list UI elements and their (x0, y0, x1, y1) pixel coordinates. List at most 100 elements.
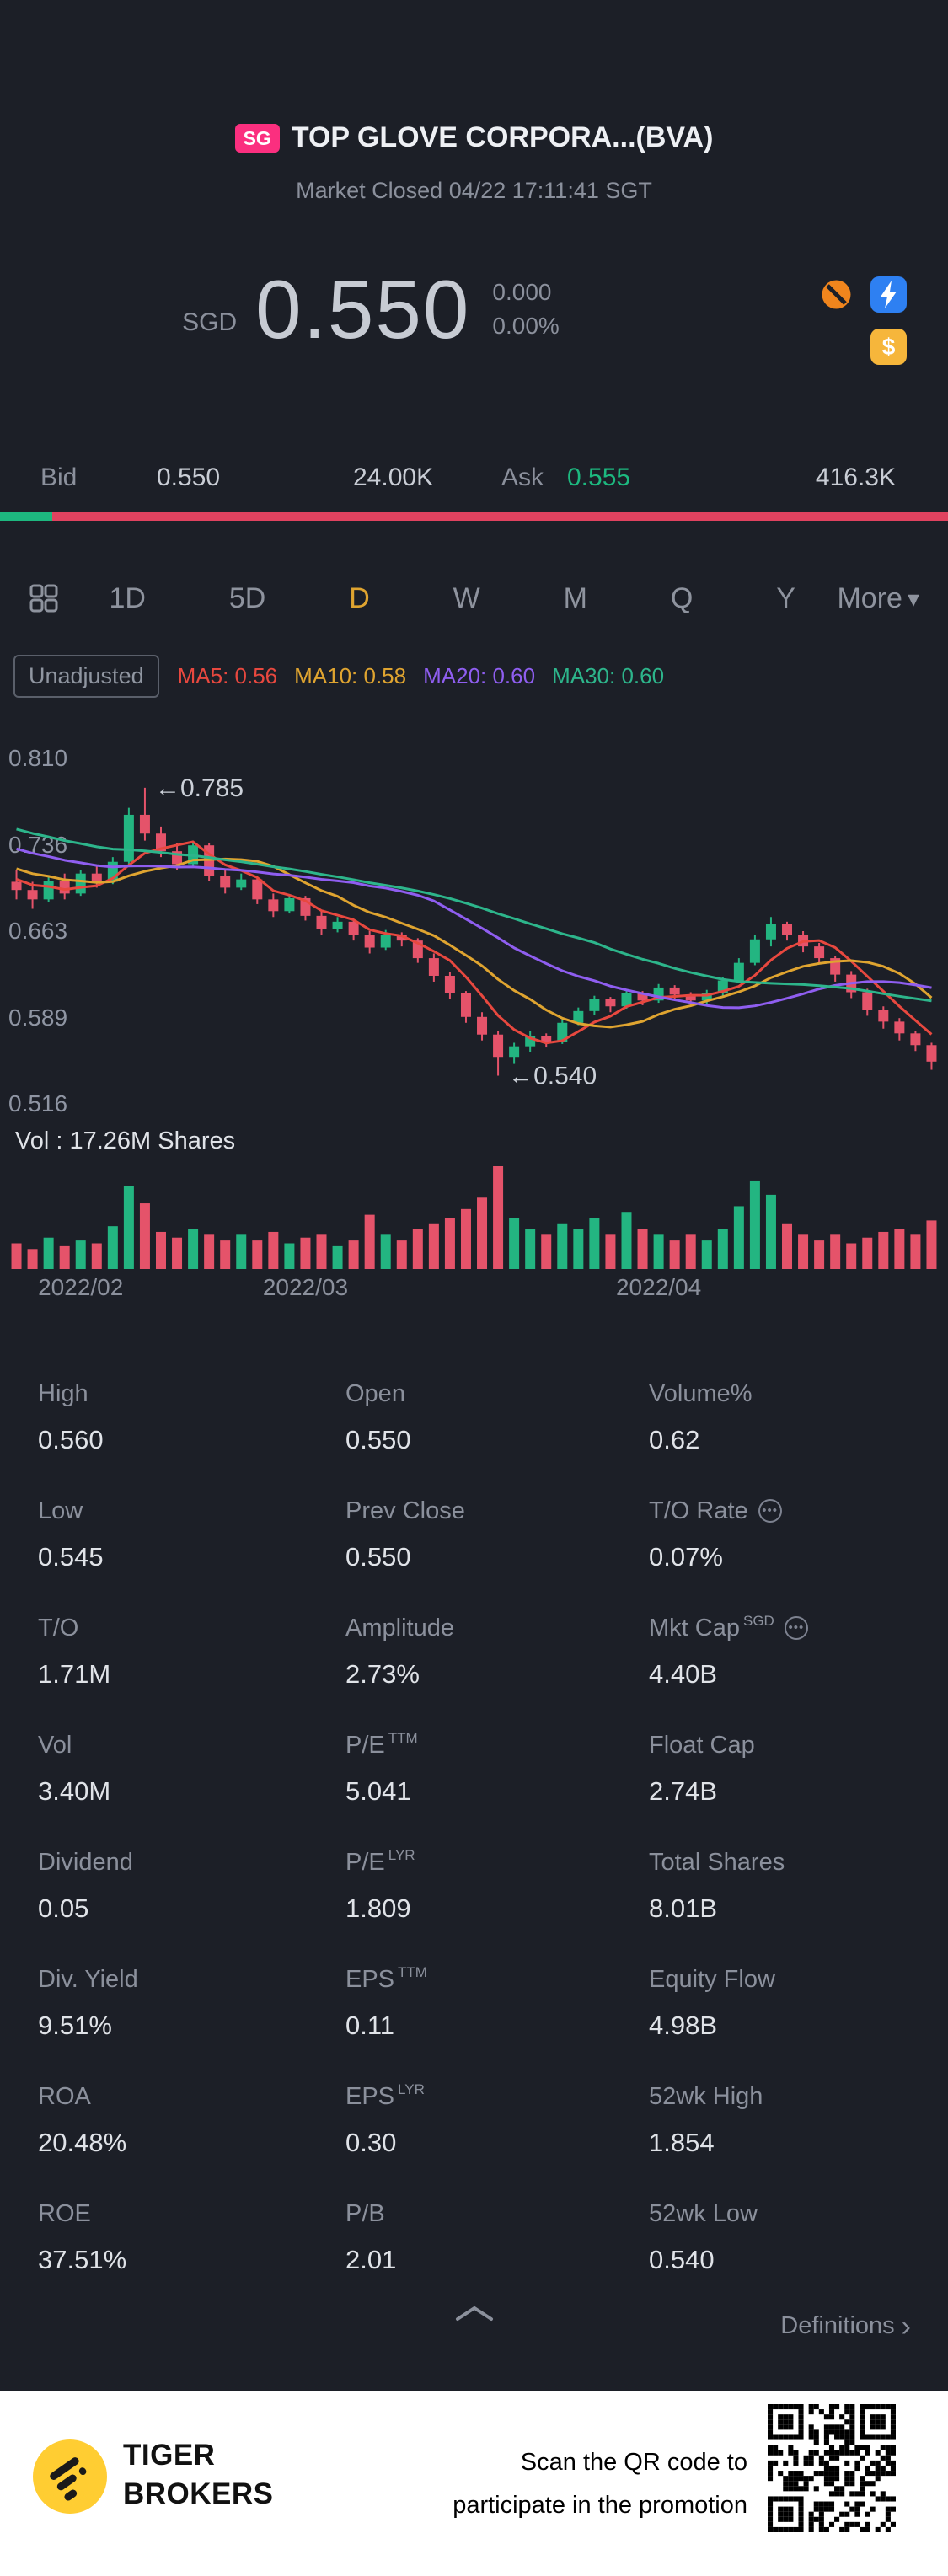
ma-label: MA20: 0.60 (423, 662, 536, 688)
brand-name: TIGER BROKERS (123, 2436, 274, 2514)
ma-legend: MA5: 0.56 MA10: 0.58 MA20: 0.60 MA30: 0.60 (178, 663, 664, 689)
stat-label: ROE (38, 2200, 91, 2227)
stat-value: 4.98B (649, 2011, 718, 2040)
footer: TIGER BROKERS Scan the QR code to partic… (0, 2391, 948, 2576)
volume-label: Vol : 17.26M Shares (15, 1127, 236, 1154)
stat-amplitude: Amplitude 2.73% (308, 1583, 611, 1700)
grid-layout-icon[interactable] (29, 583, 59, 613)
promo-line2: participate in the promotion (453, 2492, 747, 2519)
stat-label: Volume% (649, 1380, 753, 1407)
promo-line1: Scan the QR code to (520, 2449, 747, 2476)
stat-t-o: T/O 1.71M (0, 1583, 308, 1700)
chevron-up-icon[interactable] (453, 2304, 496, 2327)
ask-size: 416.3K (815, 463, 896, 491)
stat-value: 0.07% (649, 1542, 723, 1572)
volume-chart[interactable] (0, 1163, 948, 1269)
more-tab[interactable]: More ▾ (837, 582, 919, 615)
ma-label: MA10: 0.58 (294, 662, 407, 688)
svg-text:0.663: 0.663 (8, 918, 67, 944)
bid-label: Bid (40, 463, 78, 491)
lightning-icon[interactable] (870, 276, 907, 313)
info-ellipsis-icon[interactable]: ••• (784, 1616, 808, 1640)
stat-label: Amplitude (345, 1615, 454, 1641)
stat-value: 37.51% (38, 2245, 127, 2274)
stat-label: EPS TTM (345, 1964, 427, 1993)
stat-p-b: P/B 2.01 (308, 2168, 611, 2285)
tab-5d[interactable]: 5D (228, 581, 266, 614)
stat-value: 2.73% (345, 1659, 420, 1689)
currency-label: SGD (182, 308, 238, 336)
timeframe-tabs: 1D 5D D W M Q Y More ▾ (0, 560, 948, 636)
svg-text:0.589: 0.589 (8, 1004, 67, 1031)
stat-value: 0.30 (345, 2128, 397, 2157)
x-axis: 2022/02 2022/03 2022/04 (0, 1274, 948, 1308)
prohibit-icon[interactable] (818, 276, 854, 313)
stat-label: Float Cap (649, 1732, 755, 1759)
tab-d[interactable]: D (349, 581, 370, 614)
market-badge: SG (234, 123, 280, 153)
svg-text:←0.540: ←0.540 (508, 1063, 597, 1090)
caret-down-icon: ▾ (907, 585, 919, 612)
brand-line1: TIGER (123, 2439, 216, 2472)
info-ellipsis-icon[interactable]: ••• (758, 1499, 782, 1523)
stat-label: T/O Rate ••• (649, 1496, 948, 1526)
stat-value: 0.560 (38, 1425, 104, 1454)
definitions-label: Definitions (780, 2312, 895, 2339)
stat-label: 52wk Low (649, 2200, 758, 2227)
stat-div-yield: Div. Yield 9.51% (0, 1934, 308, 2051)
stat-dividend: Dividend 0.05 (0, 1817, 308, 1934)
stat-float-cap: Float Cap 2.74B (611, 1700, 948, 1817)
stat-52wk-low: 52wk Low 0.540 (611, 2168, 948, 2285)
change-value: 0.000 (492, 279, 552, 305)
tab-1d[interactable]: 1D (109, 581, 146, 614)
ma-label: MA30: 0.60 (552, 662, 665, 688)
stat-equity-flow: Equity Flow 4.98B (611, 1934, 948, 2051)
stat-p-e-ttm: P/E TTM 5.041 (308, 1700, 611, 1817)
stat-label: P/B (345, 2200, 385, 2227)
stat-p-e-lyr: P/E LYR 1.809 (308, 1817, 611, 1934)
tab-w[interactable]: W (453, 581, 480, 614)
stat-eps-lyr: EPS LYR 0.30 (308, 2051, 611, 2168)
stock-title: TOP GLOVE CORPORA...(BVA) (291, 121, 714, 153)
unadjusted-button[interactable]: Unadjusted (13, 654, 159, 698)
stat-vol: Vol 3.40M (0, 1700, 308, 1817)
stat-label: Prev Close (345, 1497, 465, 1524)
ask-ratio-segment (51, 512, 948, 521)
stat-label: Open (345, 1380, 405, 1407)
tab-y[interactable]: Y (776, 581, 795, 614)
stat-volume-: Volume% 0.62 (611, 1348, 948, 1465)
stat-label: Equity Flow (649, 1966, 775, 1993)
stat-value: 0.62 (649, 1425, 700, 1454)
price-change: 0.000 0.00% (492, 276, 559, 343)
header: SG TOP GLOVE CORPORA...(BVA) (0, 121, 948, 154)
stat-t-o-rate: T/O Rate ••• 0.07% (611, 1465, 948, 1583)
bid-size: 24.00K (353, 463, 434, 491)
bid-price[interactable]: 0.550 (157, 463, 221, 491)
stat-label: Low (38, 1497, 83, 1524)
dollar-icon[interactable]: $ (870, 329, 907, 365)
tab-q[interactable]: Q (670, 581, 694, 614)
stat-roa: ROA 20.48% (0, 2051, 308, 2168)
x-axis-label: 2022/02 (38, 1274, 124, 1300)
stat-label: Mkt Cap SGD ••• (649, 1613, 948, 1643)
stat-value: 20.48% (38, 2128, 127, 2157)
more-label: More (837, 581, 902, 614)
ask-price[interactable]: 0.555 (567, 463, 631, 491)
stat-value: 0.550 (345, 1425, 411, 1454)
tiger-logo (33, 2439, 107, 2518)
svg-text:←0.785: ←0.785 (155, 774, 244, 802)
stat-label: 52wk High (649, 2083, 763, 2110)
svg-text:0.810: 0.810 (8, 745, 67, 771)
stat-value: 0.05 (38, 1893, 89, 1923)
definitions-link[interactable]: Definitions › (780, 2310, 911, 2343)
market-status: Market Closed 04/22 17:11:41 SGT (296, 178, 652, 203)
chevron-right-icon: › (901, 2310, 911, 2343)
stat-prev-close: Prev Close 0.550 (308, 1465, 611, 1583)
stat-value: 1.809 (345, 1893, 411, 1923)
ask-label: Ask (501, 463, 544, 491)
stat-label: P/E TTM (345, 1730, 418, 1759)
stat-label: Total Shares (649, 1849, 785, 1876)
tab-m[interactable]: M (563, 581, 587, 614)
stat-label: T/O (38, 1615, 79, 1641)
